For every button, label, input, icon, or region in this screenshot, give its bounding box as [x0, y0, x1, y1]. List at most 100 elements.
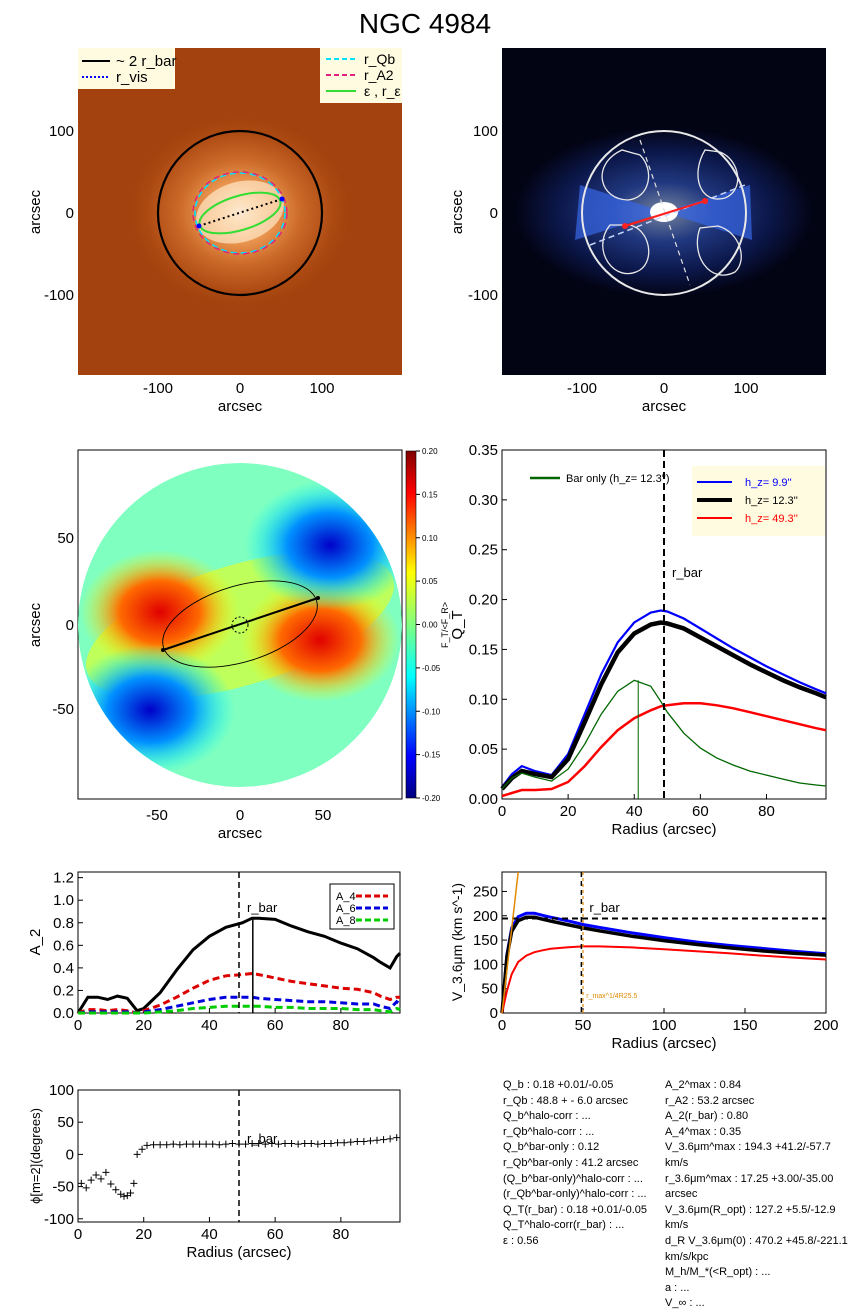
bar-axis-line [162, 597, 319, 651]
phase-point [143, 1141, 151, 1149]
phase-point [156, 1141, 164, 1149]
legend-label: Bar only (h_z= 12.3'') [566, 473, 670, 485]
rvis-end-marker [196, 223, 202, 229]
bar-length-line [624, 199, 706, 228]
x-tick-label: 80 [333, 1226, 350, 1243]
stat-rmax: r_3.6μm^max : 17.25 +3.00/-35.00 arcsec [665, 1172, 834, 1201]
x-axis-label: arcsec [218, 825, 263, 842]
phase-point [288, 1139, 296, 1147]
phase-point [347, 1138, 355, 1146]
x-tick-label: 80 [758, 803, 775, 820]
y-axis-label: arcsec [27, 602, 44, 647]
y-axis-label: A_2 [27, 929, 44, 956]
phase-point [393, 1134, 401, 1142]
phase-point [196, 1140, 204, 1148]
bar-major-axis [589, 184, 746, 246]
phase-point [138, 1145, 146, 1153]
phase-point [301, 1139, 309, 1147]
x-axis-label: Radius (arcsec) [186, 1244, 291, 1261]
stat-qb-bar-only-halo: (Q_b^bar-only)^halo-corr : ... [503, 1172, 643, 1185]
x-tick-label: 0 [236, 807, 244, 824]
y-tick-label: 150 [473, 932, 498, 949]
x-axis-label: arcsec [218, 398, 263, 415]
phase-point [366, 1137, 374, 1145]
stat-qb: Q_b : 0.18 +0.01/-0.05 [503, 1079, 614, 1091]
y-tick-label: -50 [52, 1179, 74, 1196]
colorbar [405, 450, 417, 799]
y-tick-label: 50 [57, 530, 74, 547]
rqb-ellipse [194, 172, 286, 254]
y-tick-label: 0.30 [469, 492, 498, 509]
figure-title: NGC 4984 [358, 8, 492, 39]
phase-point [202, 1140, 210, 1148]
panel-rotation-curve: 0 50 100 150 200 0 50 100 150 200 250 Radius (arcse… [449, 871, 839, 1052]
legend-label: A_8 [336, 915, 356, 927]
panel-phase: 0 20 40 60 80 100 50 0 -50 -100 Radius (arcsec) ϕ[m… [28, 1082, 401, 1261]
x-tick-label: -100 [143, 380, 173, 397]
galaxy-bar-light [196, 180, 284, 244]
y-tick-label: 250 [473, 883, 498, 900]
inner-slope-line [501, 871, 519, 1014]
colorbar-tick-label: 0.20 [422, 447, 438, 456]
legend-label-rqb: r_Qb [364, 51, 395, 67]
series-line [501, 945, 827, 1014]
y-tick-label: 0.2 [53, 982, 74, 999]
stat-a4max: A_4^max : 0.35 [665, 1125, 742, 1138]
legend-box-right [320, 48, 402, 103]
series-line [77, 971, 400, 1015]
y-tick-label: 200 [473, 908, 498, 925]
series-line [501, 702, 827, 798]
phase-point [130, 1179, 138, 1187]
y-tick-label: 0.0 [53, 1005, 74, 1022]
ra2-ellipse [192, 171, 288, 255]
torque-red-lobe [240, 578, 400, 702]
panel-fourier-amplitudes: 0 20 40 60 80 1.2 1.0 0.8 0.6 0.4 0.2 0.0 A_2 r_bar A_… [27, 870, 402, 1034]
phase-point [248, 1139, 256, 1147]
center-circle [231, 616, 249, 634]
contour-lobe [696, 225, 742, 276]
x-tick-label: 0 [660, 380, 668, 397]
phase-point [261, 1140, 269, 1148]
phase-point [169, 1140, 177, 1148]
stat-qb-bar-only: Q_b^bar-only : 0.12 [503, 1141, 600, 1154]
x-tick-label: 0 [74, 1226, 82, 1243]
series-line [501, 609, 827, 788]
phase-point [112, 1186, 120, 1194]
y-tick-label: 0.6 [53, 937, 74, 954]
y-tick-label: 0.8 [53, 915, 74, 932]
x-tick-label: 60 [692, 803, 709, 820]
stat-a2max: A_2^max : 0.84 [665, 1079, 742, 1091]
y-tick-label: 0.20 [469, 592, 498, 609]
legend-label: A_4 [336, 891, 356, 903]
y-tick-label: 0.4 [53, 960, 74, 977]
residual-outer-circle [581, 130, 747, 296]
colorbar-ticks: 0.20 0.15 0.10 0.05 0.00 -0.05 -0.10 -0.15 -0.20 [416, 447, 441, 803]
y-tick-label: 100 [473, 956, 498, 973]
x-tick-label: 100 [651, 1017, 676, 1034]
phase-point [163, 1141, 171, 1149]
x-tick-label: 40 [626, 803, 643, 820]
stat-qt-rbar: Q_T(r_bar) : 0.18 +0.01/-0.05 [503, 1203, 647, 1216]
y-tick-label: 0.00 [469, 791, 498, 808]
y-tick-label: 0 [66, 205, 74, 222]
phase-point [97, 1175, 105, 1183]
phase-point [268, 1139, 276, 1147]
stat-vinf: V_∞ : ... [665, 1297, 705, 1310]
phase-point [82, 1184, 90, 1192]
legend-box-left [78, 48, 175, 89]
y-tick-label: -100 [468, 287, 498, 304]
bar-end-marker [316, 596, 320, 600]
x-tick-label: 40 [201, 1017, 218, 1034]
legend-label: h_z= 9.9'' [745, 477, 792, 489]
legend-label-2rbar: ~ 2 r_bar [116, 53, 176, 70]
panel-galaxy-image: ~ 2 r_bar r_vis r_Qb r_A2 ε , r_ε -100 0… [27, 48, 402, 415]
x-tick-label: -100 [567, 380, 597, 397]
stat-rqb-bar-only-halo: (r_Qb^bar-only)^halo-corr : ... [503, 1188, 647, 1201]
x-tick-label: 20 [560, 803, 577, 820]
colorbar-label: F_T/<F_R> [440, 602, 450, 648]
stat-drv0: d_R V_3.6μm(0) : 470.2 +45.8/-221.1 km/s… [665, 1234, 848, 1263]
series-line [78, 1004, 401, 1015]
phase-point [353, 1138, 361, 1146]
phase-point [215, 1141, 223, 1149]
bar-end-marker [161, 648, 165, 652]
